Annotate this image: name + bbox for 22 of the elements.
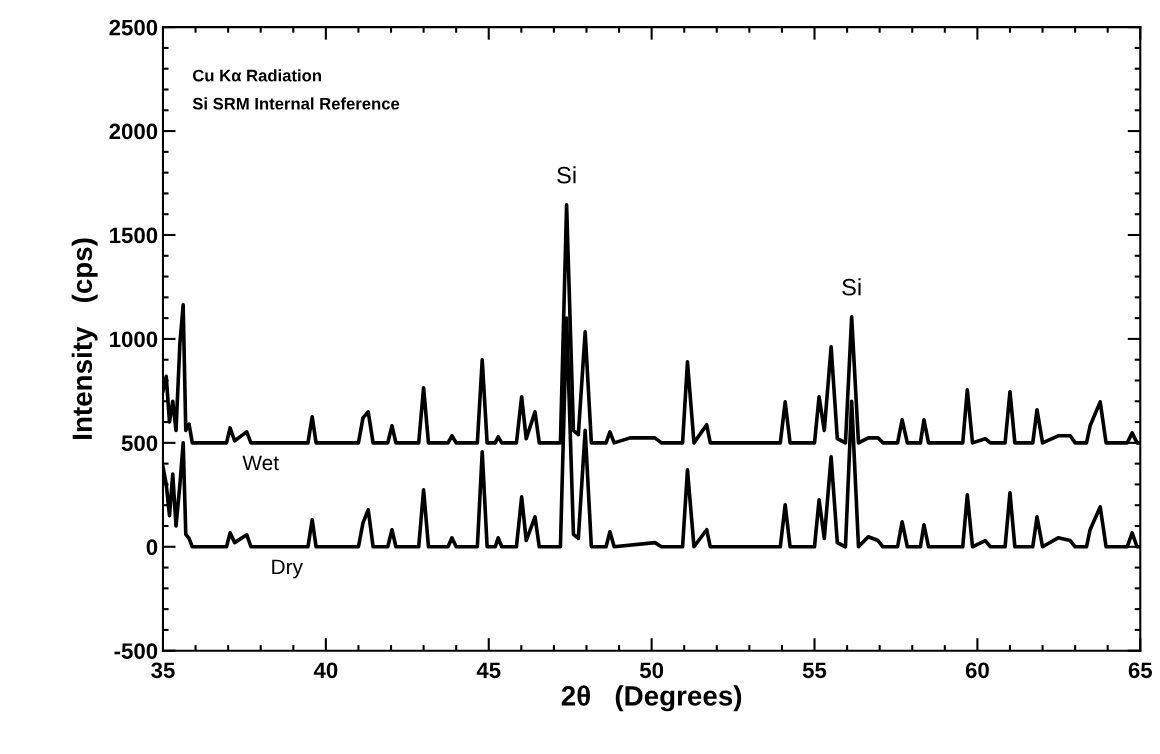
annotation: Si SRM Internal Reference	[192, 97, 400, 110]
y-tick-label: 2500	[109, 19, 158, 36]
x-tick-label: 55	[802, 662, 827, 679]
y-axis-title: Intensity (cps)	[71, 238, 98, 439]
y-tick-label: -500	[114, 643, 158, 659]
y-tick-label: 0	[146, 539, 158, 556]
x-tick-label: 35	[151, 662, 175, 679]
annotation: Cu Kα Radiation	[192, 69, 321, 82]
series-label: Wet	[242, 455, 279, 471]
x-axis-title: 2θ (Degrees)	[561, 685, 742, 712]
annotation: Si	[842, 278, 861, 296]
y-tick-label: 1000	[110, 331, 158, 348]
y-tick-label: 2000	[109, 123, 158, 140]
y-tick-label: 500	[121, 435, 158, 452]
x-tick-label: 60	[965, 662, 989, 679]
annotation: Si	[557, 166, 576, 184]
x-tick-label: 45	[476, 662, 501, 679]
x-tick-label: 50	[639, 662, 664, 679]
series-label: Dry	[272, 559, 303, 579]
y-tick-label: 1500	[110, 227, 158, 244]
x-tick-label: 40	[313, 662, 338, 679]
x-tick-label: 65	[1128, 662, 1153, 679]
